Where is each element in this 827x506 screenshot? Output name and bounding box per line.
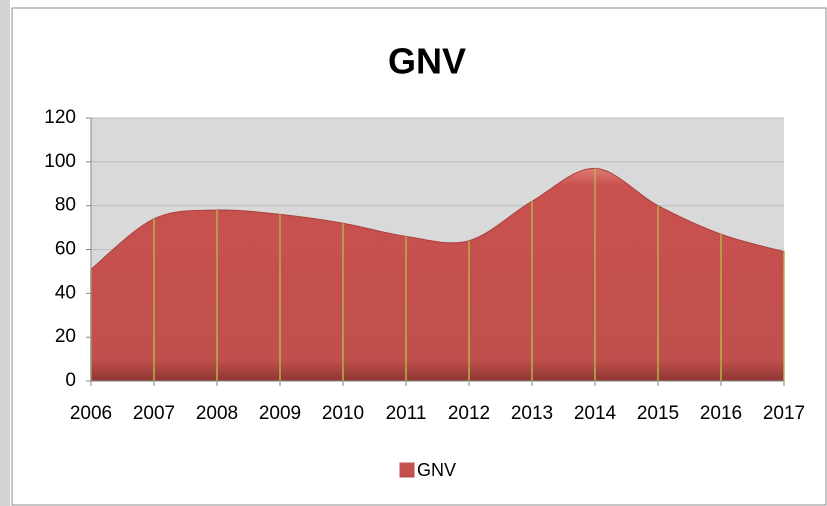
x-tick-label: 2010 <box>322 403 364 424</box>
y-tick-label: 120 <box>44 107 76 128</box>
chart-title: GNV <box>388 41 466 82</box>
x-tick-label: 2014 <box>574 403 617 424</box>
y-tick-label: 100 <box>44 151 76 172</box>
x-tick-label: 2006 <box>70 403 112 424</box>
y-tick-label: 20 <box>55 326 76 347</box>
y-tick-label: 60 <box>55 239 76 260</box>
x-tick-label: 2013 <box>511 403 553 424</box>
x-tick-label: 2015 <box>637 403 679 424</box>
y-tick-label: 0 <box>65 370 76 391</box>
x-tick-label: 2016 <box>700 403 742 424</box>
legend-swatch <box>399 462 415 478</box>
x-tick-label: 2008 <box>196 403 238 424</box>
legend-label: GNV <box>417 460 456 480</box>
x-tick-label: 2012 <box>448 403 490 424</box>
x-tick-label: 2009 <box>259 403 301 424</box>
y-tick-label: 40 <box>55 282 76 303</box>
area <box>90 167 785 382</box>
side-strip <box>0 0 10 506</box>
y-tick-label: 80 <box>55 195 76 216</box>
x-tick-label: 2011 <box>386 403 427 424</box>
x-tick-label: 2007 <box>133 403 175 424</box>
x-tick-label: 2017 <box>763 403 805 424</box>
